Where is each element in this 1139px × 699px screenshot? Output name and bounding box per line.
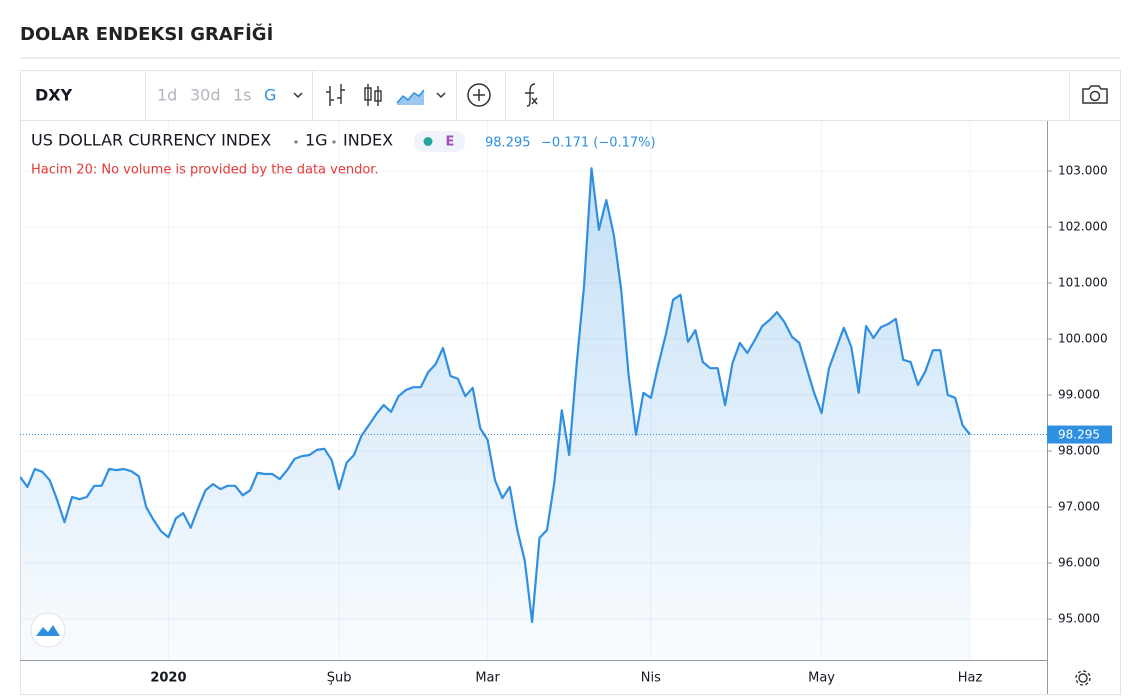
indicators-icon[interactable]: [525, 83, 538, 107]
toolbar: DXY 1d 30d 1s G: [35, 71, 1108, 120]
dot: [332, 140, 336, 144]
x-tick-label: Nis: [641, 671, 661, 686]
x-tick-label: Mar: [475, 671, 500, 686]
price-line: [20, 167, 971, 623]
symbol-name: US DOLLAR CURRENCY INDEX: [31, 131, 271, 150]
interval-button[interactable]: 1s: [233, 86, 252, 105]
y-tick-label: 97.000: [1058, 500, 1100, 514]
page-title: DOLAR ENDEKSI GRAFİĞİ: [20, 23, 273, 45]
settings-icon[interactable]: [1075, 670, 1091, 686]
y-tick-label: 99.000: [1058, 388, 1100, 402]
y-tick-label: 100.000: [1058, 332, 1108, 346]
price-change: −0.171 (−0.17%): [541, 136, 656, 151]
symbol-exchange: INDEX: [343, 131, 393, 150]
area-style-icon[interactable]: [396, 89, 425, 105]
series: [20, 167, 971, 660]
interval-button[interactable]: 1d: [157, 86, 177, 105]
plot-area: [20, 121, 1047, 660]
interval-button[interactable]: G: [264, 86, 276, 105]
badge-label: E: [446, 135, 455, 150]
candle-style-icon[interactable]: [364, 84, 382, 106]
last-price-tag: [1047, 425, 1112, 444]
x-tick-label: May: [808, 671, 835, 686]
status-badge: [414, 131, 465, 152]
symbol[interactable]: DXY: [35, 86, 73, 105]
volume-note: Hacim 20: No volume is provided by the d…: [31, 163, 379, 178]
y-tick-label: 102.000: [1058, 219, 1108, 233]
x-tick-label: Haz: [958, 671, 983, 686]
last-price: 98.295: [485, 136, 531, 151]
symbol-interval: 1G: [305, 131, 328, 150]
dot: [294, 140, 298, 144]
area-fill: [20, 168, 970, 660]
x-tick-label: Şub: [327, 671, 352, 686]
y-tick-label: 103.000: [1058, 163, 1108, 177]
y-tick-label: 95.000: [1058, 612, 1100, 626]
interval-button[interactable]: 30d: [190, 86, 221, 105]
snapshot-icon[interactable]: [1082, 85, 1108, 104]
header-legend: US DOLLAR CURRENCY INDEX 1G INDEX E 98.2…: [31, 131, 656, 178]
bar-style-icon[interactable]: [326, 84, 345, 106]
style-caret[interactable]: [436, 92, 446, 99]
last-price-tag-label: 98.295: [1058, 428, 1100, 442]
compare-icon[interactable]: [467, 83, 491, 107]
x-tick-label: 2020: [150, 671, 186, 686]
y-tick-label: 98.000: [1058, 444, 1100, 458]
y-tick-label: 101.000: [1058, 276, 1108, 290]
logo: [30, 612, 66, 648]
market-status-dot: [423, 137, 433, 146]
y-tick-label: 96.000: [1058, 556, 1100, 570]
interval-caret[interactable]: [293, 92, 303, 99]
